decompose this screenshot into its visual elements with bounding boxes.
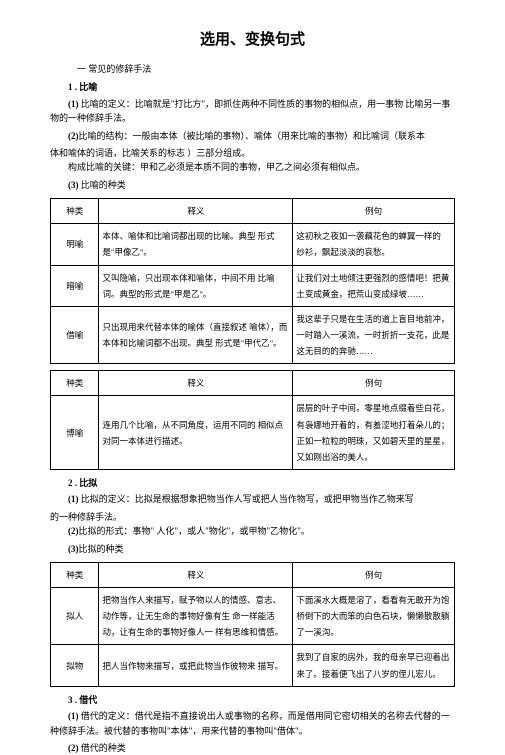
item-label-bihu: 1 . 比喻 (50, 80, 455, 94)
table-header: 种类 (51, 371, 99, 396)
table-biyu-types: 种类 释义 例句 明喻 本体、喻体和比喻词都出现的比喻。典型 形式是"甲像乙"。… (50, 198, 455, 364)
para-bini-def-tail: 的一种修辞手法。 (50, 510, 455, 524)
table-row: 拟人 把物当作人来描写，赋予物以人的情感、意志、动作等，让无生命的事物好像有生 … (51, 588, 455, 645)
cell-def: 本体、喻体和比喻词都出现的比喻。典型 形式是"甲像乙"。 (99, 224, 293, 265)
para-bini-form: (2)比拟的形式：事物" 人化"，或人"物化"，或甲物"乙物化"。 (50, 524, 455, 538)
cell-ex: 我到了自家的房外，我的母亲早已迎着出 来了。接着便飞出了八岁的侄儿宏儿。 (293, 645, 455, 686)
table-header: 例句 (293, 562, 455, 587)
cell-ex: 层层的叶子中间，零星地点缀着些白花，有袅娜地开着的，有羞涩地打着朵儿的；正如一粒… (293, 396, 455, 470)
para-biyu-key: 构成比喻的关键：甲和乙必须是本质不同的事物，甲乙之间必须有相似点。 (50, 160, 455, 174)
page-title: 选用、变换句式 (50, 28, 455, 52)
table-header: 例句 (293, 199, 455, 224)
table-row: 暗喻 又叫隐喻，只出现本体和喻体，中间不用 比喻词。典型的形式是"甲是乙"。 让… (51, 265, 455, 306)
cell-ex: 下面溪水大概是溶了，看看有无敢开为饱 桥倒下的大而笨的白色石块，懒懒散散躺 了一… (293, 588, 455, 645)
cell-type: 借喻 (51, 306, 99, 363)
table-header: 种类 (51, 199, 99, 224)
para-jiedai-kinds: (2) 借代的种类 (50, 741, 455, 755)
cell-type: 暗喻 (51, 265, 99, 306)
cell-ex: 让我们对土地倾注更强烈的感情吧！把黄土变成黄金，把荒山变成绿坡…… (293, 265, 455, 306)
cell-def: 又叫隐喻，只出现本体和喻体，中间不用 比喻词。典型的形式是"甲是乙"。 (99, 265, 293, 306)
section-heading: 一 常见的修辞手法 (50, 62, 455, 76)
cell-def: 把物当作人来描写，赋予物以人的情感、意志、动作等，让无生命的事物好像有生 命一样… (99, 588, 293, 645)
item-label-bini: 2 . 比拟 (50, 476, 455, 490)
para-biyu-kinds: (3) 比喻的种类 (50, 178, 455, 192)
table-header: 释义 (99, 562, 293, 587)
table-header: 种类 (51, 562, 99, 587)
table-header: 释义 (99, 371, 293, 396)
table-row: 借喻 只出现用来代替本体的喻体（直接叙述 喻体），而本体和比喻词都不出现。典型 … (51, 306, 455, 363)
cell-type: 拟人 (51, 588, 99, 645)
table-header: 释义 (99, 199, 293, 224)
table-boyu: 种类 释义 例句 博喻 连用几个比喻，从不同角度，运用不同的 相似点对同一本体进… (50, 370, 455, 470)
para-bini-kinds: (3)比拟的种类 (50, 542, 455, 556)
cell-def: 把人当作物来描写，或把此物当作彼物来 描写。 (99, 645, 293, 686)
table-row: 博喻 连用几个比喻，从不同角度，运用不同的 相似点对同一本体进行描述。 层层的叶… (51, 396, 455, 470)
cell-type: 拟物 (51, 645, 99, 686)
table-header: 例句 (293, 371, 455, 396)
table-bini-types: 种类 释义 例句 拟人 把物当作人来描写，赋予物以人的情感、意志、动作等，让无生… (50, 562, 455, 687)
para-biyu-struct-tail: 体和喻体的词语，比喻关系的标志 ）三部分组成。 (50, 146, 455, 160)
table-row: 明喻 本体、喻体和比喻词都出现的比喻。典型 形式是"甲像乙"。 这初秋之夜如一袭… (51, 224, 455, 265)
cell-def: 连用几个比喻，从不同角度，运用不同的 相似点对同一本体进行描述。 (99, 396, 293, 470)
cell-type: 明喻 (51, 224, 99, 265)
para-bini-def: (1) 比拟的定义：比拟是根据想象把物当作人写或把人当作物写，或把甲物当作乙物来… (50, 492, 455, 506)
cell-ex: 这初秋之夜如一袭藕花色的蝉翼一样的 纱衫，飘起淡淡的哀愁。 (293, 224, 455, 265)
item-label-jiedai: 3 . 借代 (50, 693, 455, 707)
para-jiedai-def: (1) 借代的定义：借代是指不直接说出人或事物的名称，而是借用同它密切相关的名称… (50, 709, 455, 738)
table-row: 拟物 把人当作物来描写，或把此物当作彼物来 描写。 我到了自家的房外，我的母亲早… (51, 645, 455, 686)
cell-type: 博喻 (51, 396, 99, 470)
para-biyu-struct: (2)比喻的结构：一般由本体（被比喻的事物）、喻体（用来比喻的事物）和比喻词（联… (50, 129, 455, 143)
para-biyu-def: (1) 比喻的定义：比喻就是"打比方"，即抓住两种不同性质的事物的相似点，用一事… (50, 97, 455, 126)
cell-def: 只出现用来代替本体的喻体（直接叙述 喻体），而本体和比喻词都不出现。典型 形式是… (99, 306, 293, 363)
cell-ex: 我这辈子只是在生活的道上盲目地前冲，一时踏入一溪流，一时折折一支花，此是这无目的… (293, 306, 455, 363)
